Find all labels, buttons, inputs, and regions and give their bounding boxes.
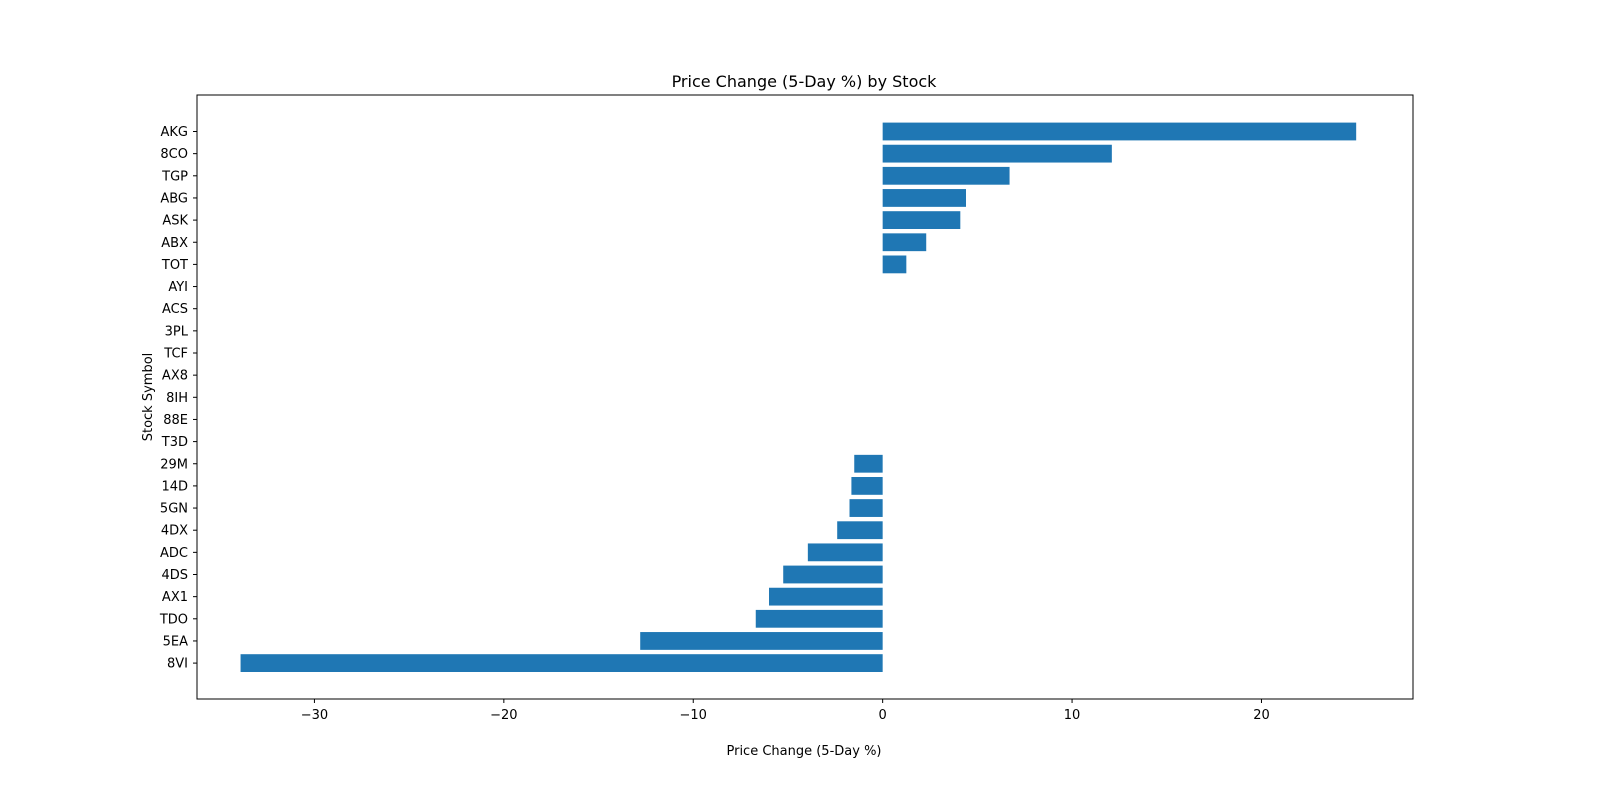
bar-4dx — [837, 521, 883, 540]
y-tick-label: ABX — [161, 236, 188, 251]
bar-5ea — [640, 632, 883, 650]
x-tick-label: −10 — [680, 708, 707, 723]
bar-adc — [807, 543, 883, 562]
x-tick-label: 20 — [1253, 708, 1270, 723]
bar-abx — [882, 233, 927, 252]
y-tick-label: 8CO — [160, 147, 188, 162]
x-tick-label: −20 — [490, 708, 517, 723]
y-tick-label: 29M — [160, 457, 188, 472]
x-axis: −30 −20 −10 0 10 20 — [301, 699, 1270, 723]
y-tick-label: TOT — [161, 258, 188, 273]
x-tick-label: 0 — [879, 708, 887, 723]
y-tick-label: TDO — [159, 612, 188, 627]
y-tick-label: 14D — [161, 479, 188, 494]
y-tick-label: ADC — [160, 546, 188, 561]
y-tick-label: 8VI — [167, 657, 188, 672]
bar-8vi — [240, 654, 883, 672]
bar-29m — [854, 454, 883, 473]
bar-5gn — [849, 499, 883, 517]
bar-ax1 — [769, 587, 883, 606]
chart-title: Price Change (5-Day %) by Stock — [672, 72, 938, 91]
y-tick-label: 4DX — [161, 524, 188, 539]
y-tick-label: 4DS — [161, 568, 188, 583]
x-tick-label: −30 — [301, 708, 328, 723]
x-axis-label: Price Change (5-Day %) — [726, 744, 881, 759]
bars-layer — [240, 122, 1357, 672]
bar-akg — [882, 122, 1357, 141]
y-tick-label: 5EA — [163, 634, 188, 649]
y-tick-label: ASK — [162, 214, 188, 229]
bar-8co — [882, 144, 1112, 163]
y-tick-label: T3D — [161, 435, 188, 450]
bar-14d — [851, 477, 883, 495]
y-tick-label: 5GN — [160, 502, 188, 517]
y-tick-label: ACS — [162, 302, 188, 317]
y-tick-label: AX8 — [162, 369, 188, 384]
bar-ask — [882, 211, 961, 229]
y-tick-label: 88E — [163, 413, 188, 428]
x-tick-label: 10 — [1064, 708, 1081, 723]
y-tick-label: TGP — [161, 169, 188, 184]
bar-4ds — [783, 565, 883, 584]
plot-area-frame — [196, 94, 1414, 700]
bar-tot — [882, 255, 907, 274]
y-axis: AKG 8CO TGP ABG ASK ABX TOT AYI ACS 3PL TCF AX8 8IH 8… — [159, 125, 197, 672]
y-tick-label: 3PL — [165, 324, 189, 339]
y-tick-label: 8IH — [166, 391, 188, 406]
y-tick-label: AKG — [161, 125, 189, 140]
bar-tgp — [882, 166, 1010, 185]
bar-abg — [882, 189, 966, 207]
bar-tdo — [755, 609, 883, 628]
y-tick-label: AYI — [168, 280, 188, 295]
y-tick-label: TCF — [163, 347, 188, 362]
y-tick-label: AX1 — [162, 590, 188, 605]
y-axis-label: Stock Symbol — [141, 353, 156, 442]
y-tick-label: ABG — [160, 191, 188, 206]
